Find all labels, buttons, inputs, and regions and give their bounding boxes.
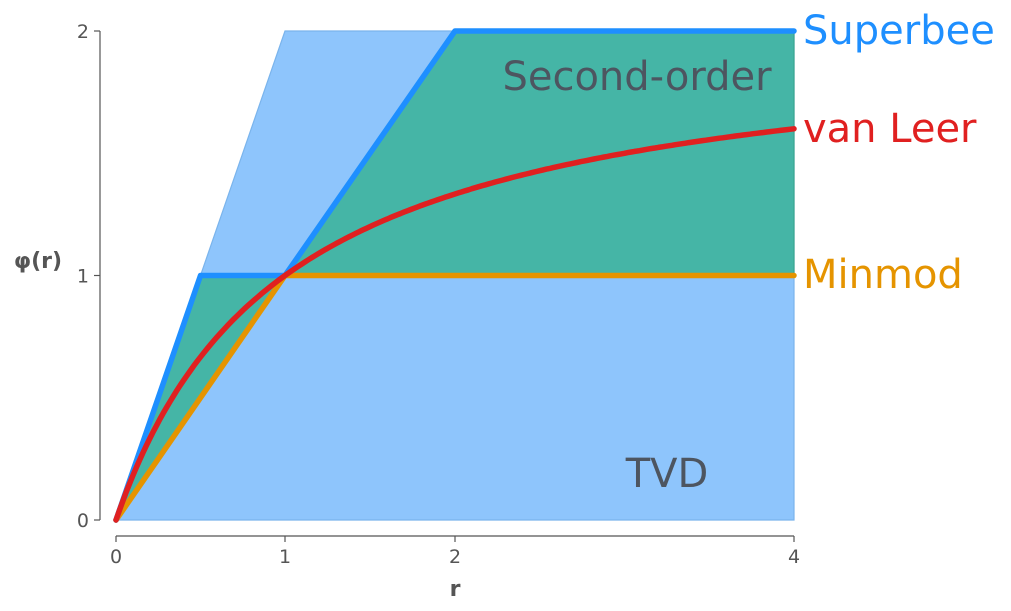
labels-layer: r φ(r) TVD Second-order Superbee Minmod van … (14, 8, 995, 602)
series-label-superbee: Superbee (803, 8, 995, 54)
series-line-van-leer (113, 126, 797, 523)
series-layer (113, 28, 797, 523)
series-label-minmod: Minmod (803, 252, 963, 298)
axes-layer: 0 1 2 4 0 1 2 (77, 21, 800, 568)
y-tick-label: 2 (77, 21, 89, 43)
x-axis-title: r (450, 577, 461, 602)
y-tick-label: 0 (77, 510, 89, 532)
series-label-van-leer: van Leer (803, 106, 977, 152)
y-axis-title: φ(r) (14, 249, 62, 274)
x-tick-label: 0 (110, 546, 122, 568)
x-tick-label: 2 (449, 546, 461, 568)
region-label-second-order: Second-order (502, 54, 772, 100)
region-label-tvd: TVD (625, 451, 709, 497)
x-tick-label: 4 (788, 546, 800, 568)
y-tick-label: 1 (77, 266, 89, 288)
x-tick-label: 1 (279, 546, 291, 568)
